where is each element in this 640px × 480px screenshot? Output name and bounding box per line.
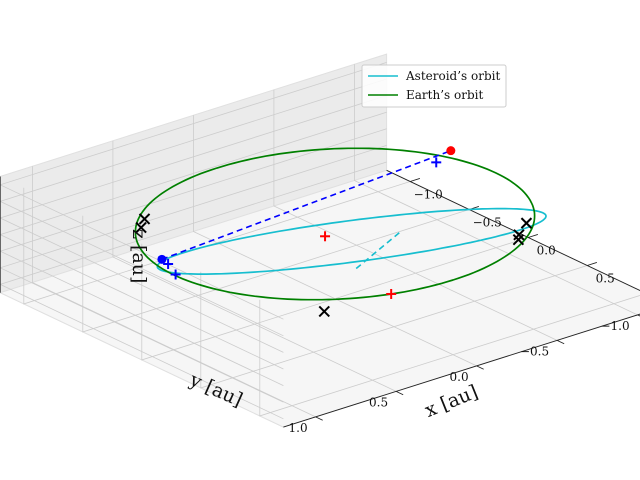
y-tick-mark [315, 416, 323, 421]
grid-line-x [82, 209, 470, 333]
plot-area [134, 146, 547, 318]
grid-line-y [273, 89, 558, 341]
cross-b [318, 305, 330, 318]
y-tick-label: −1.0 [600, 319, 629, 333]
point-dot [157, 254, 167, 264]
y-tick-mark [476, 365, 484, 370]
y-axis-line [283, 313, 640, 428]
y-tick-label: 0.5 [369, 395, 388, 409]
legend-label-asteroid: Asteroid’s orbit [405, 69, 500, 83]
cross-b [135, 221, 147, 234]
blue-dashed-line [161, 149, 452, 261]
cross-b [513, 229, 525, 241]
grid-line-x [141, 237, 529, 361]
x-tick-mark [410, 178, 420, 182]
point-dot [446, 146, 456, 156]
point-cross [520, 217, 533, 229]
point-cross [318, 305, 330, 318]
asteroid-orbit-line [156, 207, 547, 275]
grid-line-y [192, 115, 477, 367]
point-plus [163, 259, 174, 269]
y-tick-mark [395, 390, 404, 396]
point-plus [386, 288, 397, 299]
y-tick-label: −0.5 [520, 344, 549, 358]
point-plus [170, 269, 181, 280]
cross-b [520, 217, 533, 229]
point-plus [431, 157, 442, 168]
y-tick-label: 0.0 [450, 370, 469, 384]
legend-label-earth: Earth’s orbit [406, 88, 483, 102]
point-cross [138, 213, 151, 225]
tick-labels: −1.0−0.50.00.51.0−1.0−0.50.00.51.0−0.8−0… [0, 178, 640, 435]
grid-line-x [200, 265, 588, 389]
x-tick-label: −0.5 [473, 216, 502, 230]
grid-line-x [259, 295, 640, 417]
point-cross [513, 229, 525, 241]
grid-line-y [353, 64, 638, 316]
legend: Asteroid’s orbit Earth’s orbit [361, 64, 507, 108]
y-tick-mark [637, 314, 640, 317]
x-tick-label: 0.0 [537, 244, 556, 258]
cross-b [138, 213, 151, 225]
x-tick-mark [587, 262, 597, 266]
point-plus [320, 231, 331, 242]
x-tick-label: 0.5 [596, 272, 615, 286]
earth-orbit-line [134, 147, 536, 301]
y-tick-label: 1.0 [289, 421, 308, 435]
grid-line-x [23, 181, 411, 305]
x-tick-mark [528, 234, 538, 238]
point-cross [135, 221, 147, 234]
y-tick-mark [556, 339, 565, 345]
x-tick-label: −1.0 [414, 188, 443, 202]
z-axis-label: z [au] [128, 229, 150, 283]
grid-line-y [112, 140, 397, 392]
grid-line-y [32, 166, 316, 418]
